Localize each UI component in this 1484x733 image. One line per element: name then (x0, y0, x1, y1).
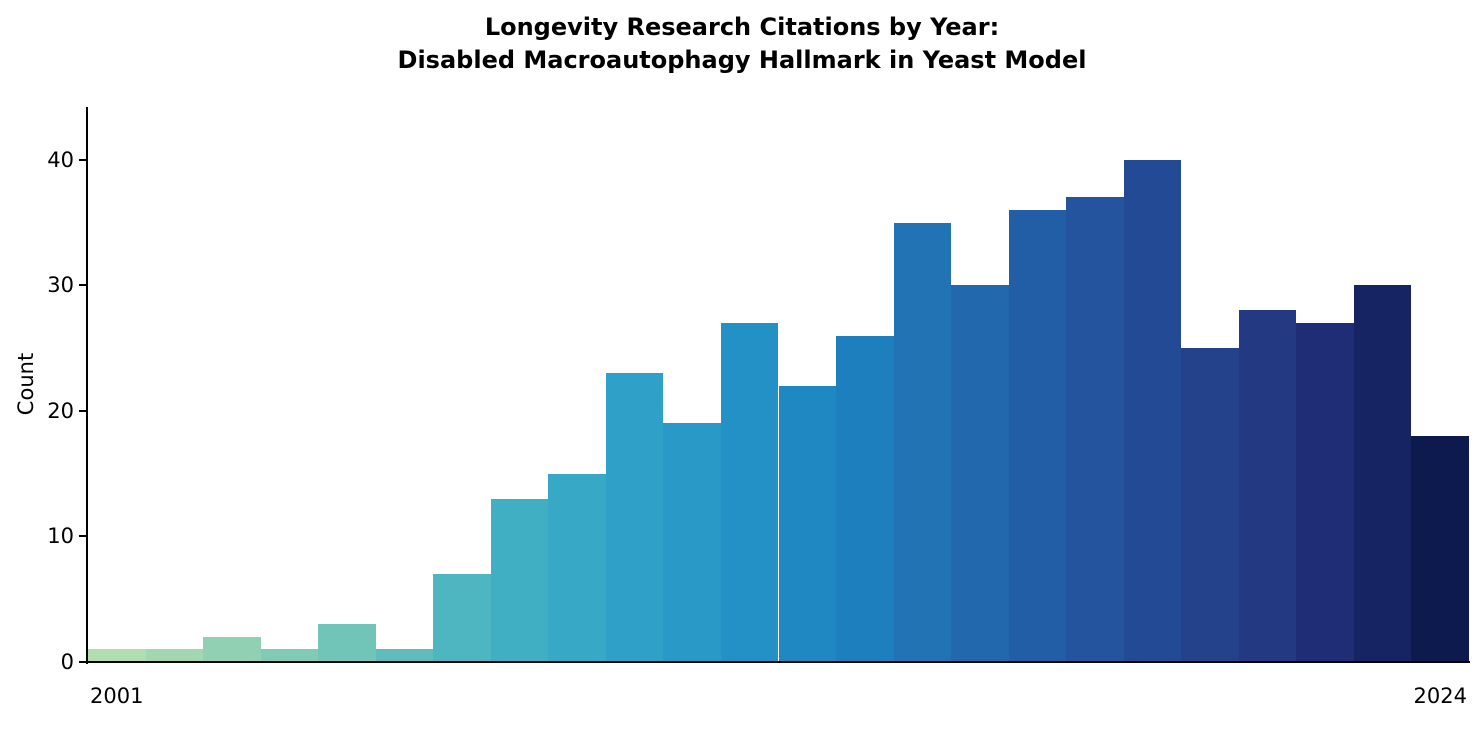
bar-2007 (433, 574, 491, 662)
bar-2015 (893, 222, 952, 662)
y-tick-mark-10 (79, 535, 86, 538)
y-tick-label-0: 0 (60, 650, 74, 674)
bar-2021 (1238, 310, 1297, 662)
bar-2001 (88, 649, 146, 662)
y-tick-label-20: 20 (47, 398, 74, 423)
bar-2005 (318, 624, 376, 662)
plot-area (88, 107, 1469, 662)
bar-2009 (548, 473, 606, 662)
bar-2024 (1411, 435, 1469, 662)
bar-2010 (605, 373, 664, 662)
bar-2008 (490, 498, 549, 662)
y-tick-mark-40 (79, 158, 86, 161)
bar-2006 (375, 649, 434, 662)
bar-2004 (260, 649, 319, 662)
bar-2017 (1008, 209, 1067, 662)
y-tick-mark-0 (79, 661, 86, 663)
chart-title: Longevity Research Citations by Year: Di… (0, 11, 1484, 77)
bar-2019 (1123, 159, 1182, 662)
y-tick-label-40: 40 (47, 147, 74, 172)
y-tick-label-30: 30 (47, 273, 74, 298)
bar-2012 (720, 322, 779, 662)
x-axis-spine (86, 661, 1470, 663)
bar-2002 (145, 649, 204, 662)
x-tick-label-2001: 2001 (90, 684, 144, 708)
bar-2018 (1066, 197, 1124, 662)
bar-2003 (203, 636, 261, 662)
x-tick-label-2024: 2024 (1413, 684, 1467, 708)
bar-2013 (778, 385, 837, 662)
bar-2023 (1353, 285, 1412, 662)
y-tick-mark-20 (79, 409, 86, 412)
bar-2020 (1181, 348, 1239, 662)
bar-2016 (951, 285, 1009, 662)
chart-title-line2: Disabled Macroautophagy Hallmark in Yeas… (397, 46, 1087, 74)
bar-2022 (1296, 322, 1354, 662)
y-axis-spine (86, 107, 88, 664)
bar-2014 (836, 335, 894, 662)
bar-2011 (663, 423, 721, 662)
y-tick-mark-30 (79, 284, 86, 287)
chart-title-line1: Longevity Research Citations by Year: (484, 13, 1000, 41)
y-tick-label-10: 10 (47, 524, 74, 549)
